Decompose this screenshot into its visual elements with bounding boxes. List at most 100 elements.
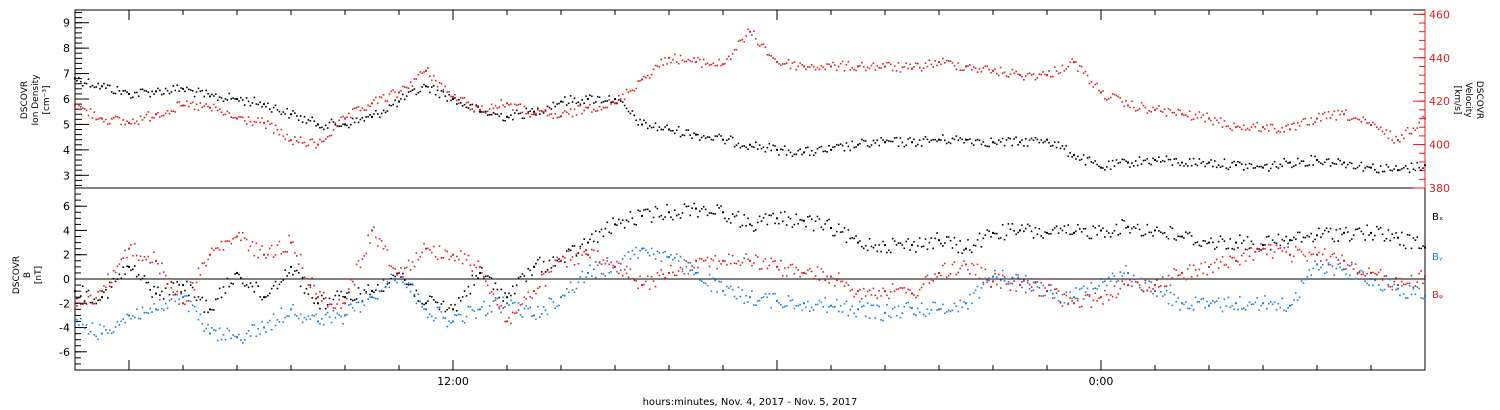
data-point bbox=[417, 293, 420, 296]
data-point bbox=[1179, 235, 1181, 238]
data-point bbox=[346, 116, 348, 118]
data-point bbox=[1339, 266, 1341, 269]
data-point bbox=[915, 251, 917, 253]
data-point bbox=[1011, 223, 1014, 225]
data-point bbox=[1391, 233, 1394, 235]
data-point bbox=[116, 115, 119, 118]
data-point bbox=[155, 90, 157, 93]
data-point bbox=[1383, 240, 1386, 242]
data-point bbox=[876, 297, 879, 300]
data-point bbox=[407, 91, 410, 93]
data-point bbox=[909, 289, 911, 291]
data-point bbox=[866, 290, 869, 293]
data-point bbox=[789, 67, 792, 70]
data-point bbox=[1337, 240, 1340, 242]
data-point bbox=[1082, 285, 1085, 288]
data-point bbox=[949, 60, 952, 62]
data-point bbox=[527, 291, 530, 294]
data-point bbox=[569, 108, 572, 110]
data-point bbox=[1186, 115, 1189, 118]
data-point bbox=[668, 211, 670, 214]
data-point bbox=[286, 251, 288, 253]
data-point bbox=[990, 285, 992, 288]
data-point bbox=[976, 285, 979, 288]
data-point bbox=[247, 116, 250, 118]
data-point bbox=[182, 104, 184, 107]
data-point bbox=[342, 123, 344, 126]
data-point bbox=[74, 104, 76, 107]
data-point bbox=[110, 118, 113, 120]
data-point bbox=[172, 294, 175, 296]
data-point bbox=[274, 254, 277, 256]
data-point bbox=[292, 303, 294, 306]
data-point bbox=[1084, 294, 1087, 297]
data-point bbox=[710, 258, 713, 260]
data-point bbox=[1300, 250, 1303, 253]
data-point bbox=[1125, 100, 1127, 102]
data-point bbox=[413, 293, 416, 296]
data-point bbox=[700, 66, 703, 69]
data-point bbox=[1202, 114, 1205, 116]
data-point bbox=[214, 93, 217, 95]
data-point bbox=[654, 64, 657, 67]
data-point bbox=[465, 315, 468, 318]
data-point bbox=[540, 110, 543, 113]
data-point bbox=[97, 299, 99, 302]
data-point bbox=[731, 53, 734, 55]
data-point bbox=[872, 246, 875, 249]
data-point bbox=[724, 62, 726, 65]
data-point bbox=[1186, 232, 1189, 235]
y-tick-label: 6 bbox=[63, 200, 70, 213]
data-point bbox=[157, 262, 159, 265]
data-point bbox=[1275, 166, 1278, 168]
data-point bbox=[978, 277, 981, 280]
data-point bbox=[76, 108, 78, 111]
data-point bbox=[708, 273, 711, 276]
data-point bbox=[866, 249, 869, 252]
data-point bbox=[749, 259, 751, 262]
data-point bbox=[1401, 134, 1403, 136]
data-point bbox=[353, 121, 356, 124]
data-point bbox=[1381, 170, 1384, 173]
data-point bbox=[1075, 297, 1077, 300]
data-point bbox=[1051, 144, 1054, 147]
data-point bbox=[1192, 243, 1195, 246]
data-point bbox=[469, 104, 472, 106]
data-point bbox=[1250, 247, 1253, 249]
data-point bbox=[510, 322, 512, 325]
data-point bbox=[1163, 160, 1166, 163]
data-point bbox=[159, 299, 161, 301]
data-point bbox=[409, 290, 412, 293]
data-point bbox=[1042, 71, 1044, 73]
data-point bbox=[1287, 162, 1289, 164]
data-point bbox=[1204, 261, 1206, 264]
data-point bbox=[1362, 170, 1365, 172]
data-point bbox=[232, 117, 234, 119]
data-point bbox=[1372, 121, 1374, 124]
data-point bbox=[795, 304, 798, 307]
data-point bbox=[334, 123, 337, 126]
data-point bbox=[843, 149, 846, 152]
data-point bbox=[700, 136, 703, 139]
data-point bbox=[600, 263, 603, 265]
data-point bbox=[1026, 223, 1029, 226]
data-point bbox=[1360, 269, 1363, 272]
data-point bbox=[521, 273, 524, 275]
data-point bbox=[737, 286, 740, 289]
data-point bbox=[1188, 231, 1191, 234]
data-point bbox=[1399, 277, 1401, 280]
data-point bbox=[440, 82, 443, 85]
data-point bbox=[344, 117, 346, 120]
data-point bbox=[1163, 293, 1166, 296]
data-point bbox=[276, 244, 279, 246]
data-point bbox=[363, 304, 366, 307]
data-point bbox=[1113, 229, 1116, 232]
data-point bbox=[128, 314, 130, 317]
data-point bbox=[637, 124, 639, 126]
data-point bbox=[990, 236, 992, 238]
data-point bbox=[741, 145, 744, 148]
data-point bbox=[101, 85, 103, 88]
data-point bbox=[89, 330, 92, 333]
data-point bbox=[1129, 278, 1131, 280]
data-point bbox=[1379, 269, 1382, 271]
